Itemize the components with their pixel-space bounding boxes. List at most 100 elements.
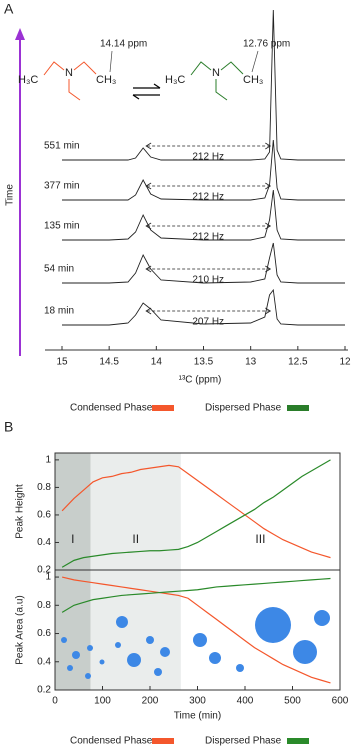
x-tick-label: 14 bbox=[151, 357, 163, 368]
molecule: H₃C N CH₃ bbox=[18, 61, 116, 101]
series-line bbox=[61, 576, 331, 684]
x-axis-label: Time (min) bbox=[174, 711, 221, 722]
droplet bbox=[314, 610, 330, 626]
x-tick-label: 12.5 bbox=[288, 357, 308, 368]
region bbox=[180, 453, 340, 570]
atom-label: N bbox=[212, 67, 220, 79]
y-tick-label: 1 bbox=[45, 572, 51, 583]
y-axis-label: Time bbox=[5, 184, 16, 206]
legend-swatch bbox=[287, 738, 309, 744]
x-tick-label: 400 bbox=[237, 696, 254, 707]
arrow-head bbox=[145, 307, 152, 315]
spectrum-trace bbox=[62, 242, 345, 284]
molecule: H₃C N CH₃ bbox=[165, 61, 263, 101]
droplet bbox=[146, 636, 154, 644]
y-tick-label: 0.2 bbox=[37, 565, 51, 576]
y-axis-label: Peak Area (a.u) bbox=[15, 595, 26, 664]
legend-swatch bbox=[152, 738, 174, 744]
arrow-head bbox=[265, 182, 272, 190]
x-tick-label: 200 bbox=[142, 696, 159, 707]
x-tick-label: 500 bbox=[284, 696, 301, 707]
bond bbox=[68, 79, 81, 101]
y-tick-label: 0.8 bbox=[37, 600, 51, 611]
droplet bbox=[154, 668, 162, 676]
x-tick-label: 13.5 bbox=[194, 357, 214, 368]
atom-label: H₃C bbox=[165, 74, 185, 86]
legend-swatch bbox=[152, 405, 174, 411]
arrow-head bbox=[145, 222, 152, 230]
droplet bbox=[99, 659, 105, 665]
x-tick-label: 15 bbox=[56, 357, 68, 368]
x-axis-label: ¹³C (ppm) bbox=[179, 375, 222, 386]
splitting-label: 212 Hz bbox=[192, 192, 224, 203]
trace-label: 551 min bbox=[44, 141, 80, 152]
y-tick-label: 0.6 bbox=[37, 510, 51, 521]
arrow-head bbox=[265, 307, 272, 315]
panel-label: A bbox=[4, 1, 14, 17]
droplet bbox=[72, 651, 80, 659]
trace-label: 135 min bbox=[44, 221, 80, 232]
spectrum-trace bbox=[62, 189, 345, 241]
arrow-head bbox=[145, 265, 152, 273]
region bbox=[55, 570, 91, 690]
equilibrium-arrow bbox=[132, 94, 140, 100]
droplet bbox=[293, 640, 317, 664]
bond bbox=[73, 61, 97, 75]
trace-label: 54 min bbox=[44, 264, 74, 275]
legend-label: Dispersed Phase bbox=[205, 736, 282, 747]
panel-label: B bbox=[4, 419, 13, 435]
y-tick-label: 0.4 bbox=[37, 537, 51, 548]
droplet bbox=[255, 607, 291, 643]
annotation: 14.14 ppm bbox=[100, 39, 147, 50]
legend-label: Condensed Phase bbox=[70, 736, 153, 747]
region-label: III bbox=[255, 532, 265, 546]
spectrum-trace bbox=[62, 288, 345, 326]
time-plots: 0.2 0.4 0.6 0.8 1 Peak Height 0.2 0.4 0.6 0.8 1 Pea… bbox=[15, 452, 349, 747]
droplet bbox=[67, 665, 73, 671]
region-label: II bbox=[132, 532, 139, 546]
y-tick-label: 0.8 bbox=[37, 482, 51, 493]
droplet bbox=[127, 653, 141, 667]
droplet bbox=[236, 664, 244, 672]
region-label: I bbox=[71, 532, 74, 546]
y-tick-label: 1 bbox=[45, 455, 51, 466]
bond bbox=[43, 61, 65, 76]
atom-label: H₃C bbox=[18, 74, 38, 86]
droplet bbox=[85, 673, 91, 679]
x-tick-label: 14.5 bbox=[99, 357, 119, 368]
splitting-label: 212 Hz bbox=[192, 232, 224, 243]
x-tick-label: 300 bbox=[189, 696, 206, 707]
legend-swatch bbox=[287, 405, 309, 411]
droplets bbox=[61, 607, 330, 679]
x-tick-label: 600 bbox=[332, 696, 349, 707]
y-tick-label: 0.4 bbox=[37, 656, 51, 667]
y-tick-label: 0.2 bbox=[37, 685, 51, 696]
spectrum-trace bbox=[62, 139, 345, 201]
splitting-label: 210 Hz bbox=[192, 275, 224, 286]
droplet bbox=[115, 642, 121, 648]
bond bbox=[215, 79, 228, 101]
spectra: 15 14.5 14 13.5 13 12.5 12 ¹³C (ppm) 551 min 212 … bbox=[44, 9, 351, 414]
y-axis-label: Peak Height bbox=[15, 484, 26, 539]
droplet bbox=[87, 645, 93, 651]
annotation: 12.76 ppm bbox=[243, 39, 290, 50]
arrow-head bbox=[265, 142, 272, 150]
equilibrium-arrow bbox=[153, 83, 161, 89]
atom-label: CH₃ bbox=[243, 74, 263, 86]
series-line bbox=[61, 459, 331, 568]
droplet bbox=[209, 652, 221, 664]
droplet bbox=[193, 633, 207, 647]
splitting-label: 207 Hz bbox=[192, 317, 224, 328]
trace-label: 18 min bbox=[44, 306, 74, 317]
leader-line bbox=[109, 50, 113, 73]
time-arrow-head bbox=[15, 28, 25, 40]
atom-label: N bbox=[65, 67, 73, 79]
x-tick-label: 0 bbox=[52, 696, 58, 707]
region bbox=[55, 453, 91, 570]
x-tick-label: 13 bbox=[245, 357, 257, 368]
spectrum-trace bbox=[62, 9, 345, 161]
arrow-head bbox=[265, 265, 272, 273]
droplet bbox=[116, 616, 128, 628]
